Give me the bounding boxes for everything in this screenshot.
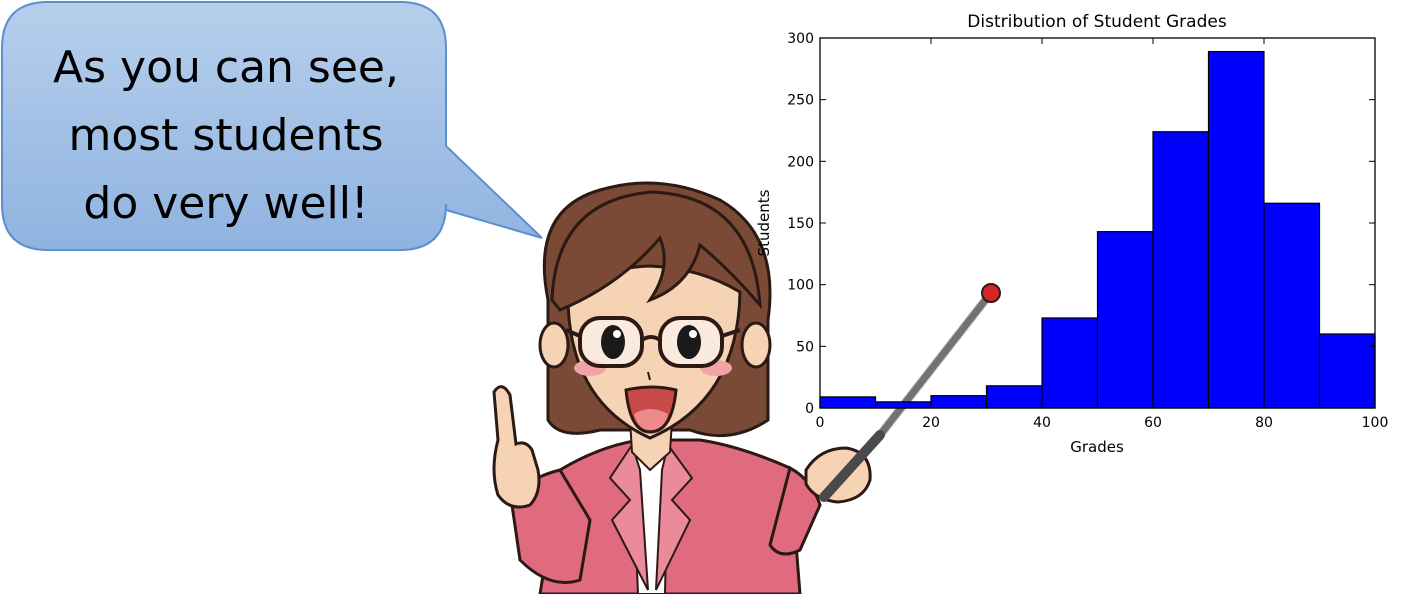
- speech-bubble: [1, 1, 543, 251]
- hair-bangs: [550, 190, 762, 312]
- x-axis-ticks: 0 20 40 60 80 100: [816, 38, 1389, 431]
- speech-line-3: do very well!: [83, 178, 369, 229]
- x-tick-label: 60: [1144, 415, 1162, 431]
- histogram-bar: [1152, 131, 1210, 409]
- ear-right: [740, 321, 772, 369]
- y-axis-label: Students: [755, 189, 773, 256]
- face: [566, 264, 742, 440]
- y-tick-label: 50: [796, 339, 814, 355]
- eye-left: [601, 325, 625, 359]
- histogram-bar: [1207, 50, 1265, 409]
- speech-line-2: most students: [68, 110, 384, 161]
- chart-title: Distribution of Student Grades: [967, 12, 1227, 32]
- y-tick-label: 150: [787, 216, 814, 232]
- histogram-bar: [1263, 202, 1321, 409]
- hand-left: [492, 385, 541, 509]
- lapel-right: [655, 442, 694, 591]
- x-tick-label: 20: [922, 415, 940, 431]
- histogram-bar: [985, 385, 1043, 409]
- pointer-stick: [819, 283, 1001, 502]
- arm-right: [768, 465, 822, 556]
- y-tick-label: 300: [787, 31, 814, 47]
- x-axis-label: Grades: [1070, 438, 1124, 456]
- histogram-chart: Distribution of Student Grades 0 20 40 60 80…: [755, 12, 1388, 456]
- y-tick-label: 0: [805, 401, 814, 417]
- bars-group: [819, 50, 1376, 409]
- y-tick-label: 200: [787, 154, 814, 170]
- ear-left: [538, 321, 570, 369]
- x-tick-label: 40: [1033, 415, 1051, 431]
- speech-line-1: As you can see,: [53, 42, 399, 93]
- y-tick-label: 100: [787, 278, 814, 294]
- histogram-bar: [930, 395, 988, 409]
- x-tick-label: 80: [1255, 415, 1273, 431]
- teacher-character: [492, 181, 872, 594]
- lapel-left: [608, 442, 649, 591]
- speech-bubble-text: As you can see, most students do very we…: [10, 34, 442, 238]
- histogram-bar: [1096, 231, 1154, 409]
- histogram-bar: [874, 401, 932, 409]
- x-tick-label: 0: [816, 415, 825, 431]
- y-axis-ticks: 0 50 100 150 200 250 300: [787, 31, 1375, 417]
- y-tick-label: 250: [787, 93, 814, 109]
- eye-right: [677, 325, 701, 359]
- histogram-bar: [1041, 317, 1099, 409]
- histogram-bar: [1318, 333, 1376, 409]
- pointer-tip-icon: [981, 283, 1001, 303]
- histogram-bar: [819, 396, 877, 409]
- x-tick-label: 100: [1362, 415, 1389, 431]
- speech-bubble-shape: [1, 1, 543, 251]
